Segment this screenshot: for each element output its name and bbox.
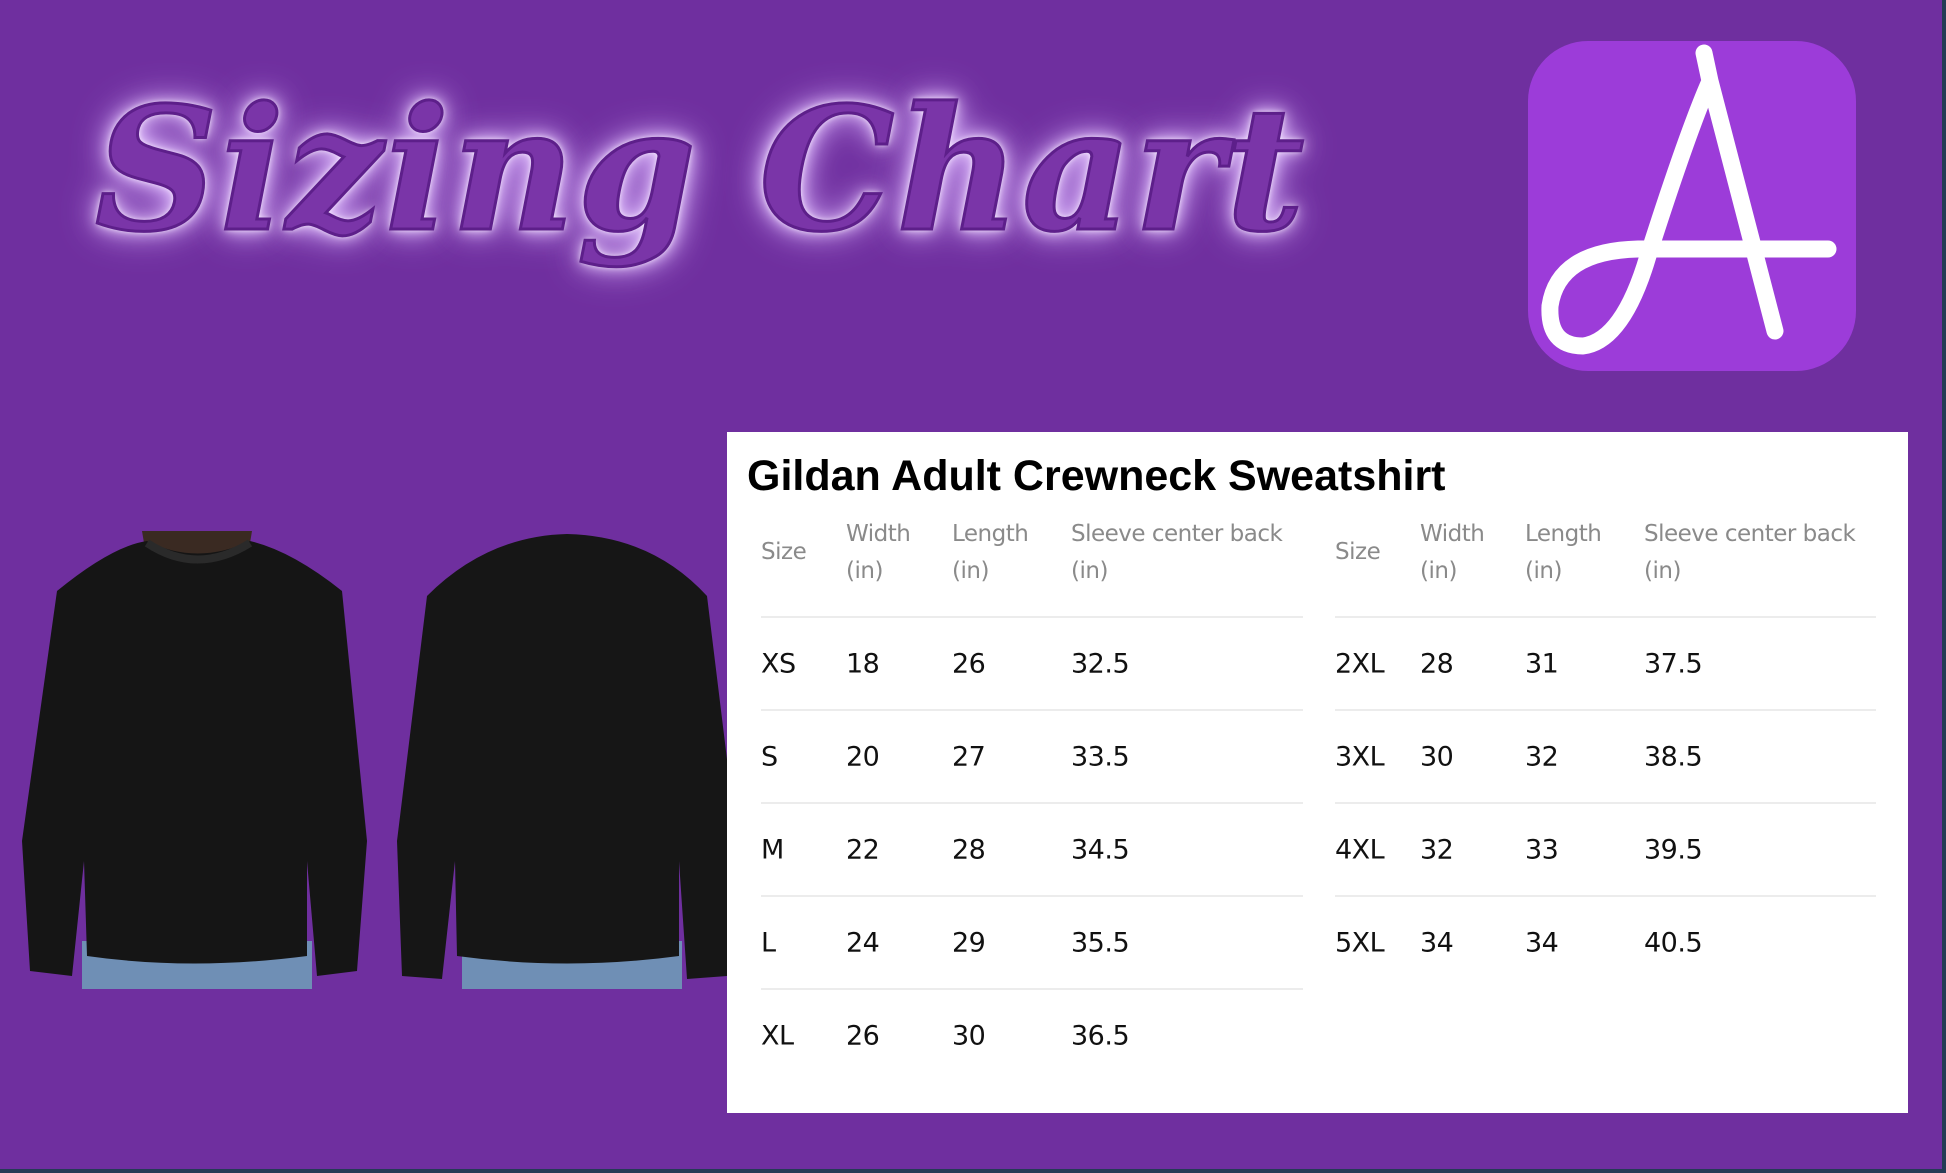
column-header: Sleeve center back (in) bbox=[1644, 516, 1856, 590]
column-header: Size bbox=[1335, 534, 1381, 571]
brand-logo bbox=[1528, 41, 1856, 371]
row-divider bbox=[761, 616, 1303, 618]
header-unit: (in) bbox=[1525, 558, 1562, 584]
measurement-value: 37.5 bbox=[1644, 648, 1703, 680]
measurement-value: 33.5 bbox=[1071, 741, 1130, 773]
column-header: Width (in) bbox=[1420, 516, 1485, 590]
row-divider bbox=[761, 988, 1303, 990]
measurement-value: 34 bbox=[1420, 927, 1454, 959]
column-header: Length (in) bbox=[952, 516, 1029, 590]
measurement-value: 31 bbox=[1525, 648, 1559, 680]
right-border bbox=[1942, 0, 1946, 1173]
measurement-value: 40.5 bbox=[1644, 927, 1703, 959]
measurement-value: 20 bbox=[846, 741, 880, 773]
size-label: XS bbox=[761, 648, 796, 680]
header-line: Width bbox=[1420, 521, 1485, 547]
row-divider bbox=[1335, 709, 1876, 711]
row-divider bbox=[1335, 616, 1876, 618]
size-label: XL bbox=[761, 1020, 794, 1052]
column-header: Length (in) bbox=[1525, 516, 1602, 590]
measurement-value: 36.5 bbox=[1071, 1020, 1130, 1052]
measurement-value: 30 bbox=[1420, 741, 1454, 773]
sizing-chart-heading: Sizing Chart bbox=[93, 69, 1307, 272]
measurement-value: 33 bbox=[1525, 834, 1559, 866]
measurement-value: 30 bbox=[952, 1020, 986, 1052]
measurement-value: 18 bbox=[846, 648, 880, 680]
size-label: 5XL bbox=[1335, 927, 1385, 959]
header-line: Sleeve center back bbox=[1071, 521, 1283, 547]
row-divider bbox=[761, 709, 1303, 711]
sweatshirt-back-image bbox=[397, 534, 737, 989]
sweatshirt-front-image bbox=[22, 531, 367, 989]
bottom-border bbox=[0, 1169, 1946, 1173]
measurement-value: 32 bbox=[1525, 741, 1559, 773]
size-label: L bbox=[761, 927, 776, 959]
size-label: M bbox=[761, 834, 784, 866]
product-title: Gildan Adult Crewneck Sweatshirt bbox=[747, 452, 1446, 500]
logo-background bbox=[1528, 41, 1856, 371]
measurement-value: 28 bbox=[952, 834, 986, 866]
measurement-value: 28 bbox=[1420, 648, 1454, 680]
column-header: Size bbox=[761, 534, 807, 571]
header-unit: (in) bbox=[1644, 558, 1681, 584]
measurement-value: 35.5 bbox=[1071, 927, 1130, 959]
size-label: 2XL bbox=[1335, 648, 1385, 680]
header-line: Sleeve center back bbox=[1644, 521, 1856, 547]
measurement-value: 32.5 bbox=[1071, 648, 1130, 680]
header-unit: (in) bbox=[1420, 558, 1457, 584]
header-line: Length bbox=[1525, 521, 1602, 547]
row-divider bbox=[1335, 802, 1876, 804]
size-chart-panel: Gildan Adult Crewneck Sweatshirt Size Wid… bbox=[727, 432, 1908, 1113]
size-label: 3XL bbox=[1335, 741, 1385, 773]
header-unit: (in) bbox=[846, 558, 883, 584]
column-header: Width (in) bbox=[846, 516, 911, 590]
measurement-value: 39.5 bbox=[1644, 834, 1703, 866]
header-unit: (in) bbox=[952, 558, 989, 584]
header-line: Width bbox=[846, 521, 911, 547]
measurement-value: 24 bbox=[846, 927, 880, 959]
header-line: Size bbox=[761, 539, 807, 565]
measurement-value: 26 bbox=[952, 648, 986, 680]
header-line: Size bbox=[1335, 539, 1381, 565]
column-header: Sleeve center back (in) bbox=[1071, 516, 1283, 590]
header-unit: (in) bbox=[1071, 558, 1108, 584]
measurement-value: 38.5 bbox=[1644, 741, 1703, 773]
size-label: S bbox=[761, 741, 778, 773]
logo-letter-a bbox=[1541, 44, 1837, 355]
measurement-value: 22 bbox=[846, 834, 880, 866]
size-label: 4XL bbox=[1335, 834, 1385, 866]
row-divider bbox=[1335, 895, 1876, 897]
row-divider bbox=[761, 802, 1303, 804]
header-line: Length bbox=[952, 521, 1029, 547]
measurement-value: 27 bbox=[952, 741, 986, 773]
measurement-value: 26 bbox=[846, 1020, 880, 1052]
row-divider bbox=[761, 895, 1303, 897]
measurement-value: 34.5 bbox=[1071, 834, 1130, 866]
measurement-value: 34 bbox=[1525, 927, 1559, 959]
measurement-value: 32 bbox=[1420, 834, 1454, 866]
measurement-value: 29 bbox=[952, 927, 986, 959]
